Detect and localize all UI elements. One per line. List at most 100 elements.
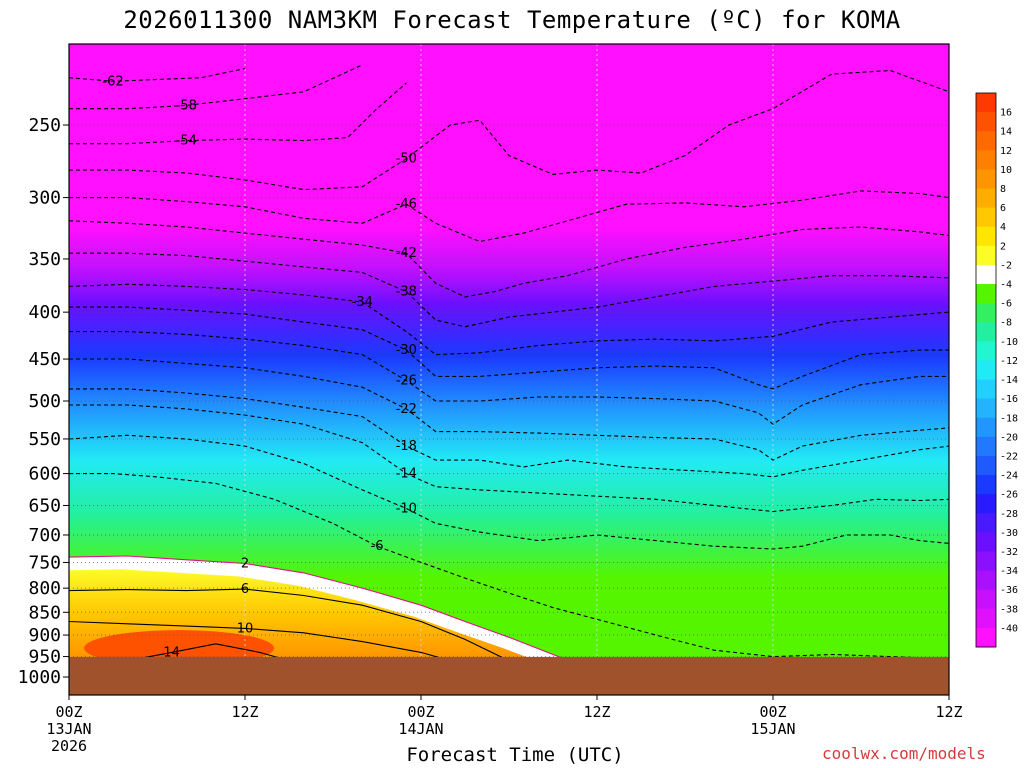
x-tick-label: 12Z <box>583 703 610 721</box>
isotherm-minus38 <box>69 252 949 328</box>
ground-fill <box>69 656 949 695</box>
y-tick-label: 250 <box>28 115 61 136</box>
y-tick-label: 350 <box>28 249 61 270</box>
isotherm-minus14 <box>69 404 949 513</box>
x-tick-label: 00Z <box>759 703 786 721</box>
pressure-axis: 2503003504004505005506006507007508008509… <box>18 115 69 688</box>
contour-label: -54 <box>176 134 197 149</box>
isotherm-minus58 <box>69 64 363 110</box>
colorbar-swatch <box>976 169 996 190</box>
isotherm-contours: -62-58-54-50-46-42-38-34-30-26-22-18-14-… <box>69 64 949 672</box>
y-tick-label: 550 <box>28 429 61 450</box>
colorbar-label: -28 <box>1000 509 1018 520</box>
y-tick-label: 950 <box>28 647 61 668</box>
colorbar-swatch <box>976 341 996 361</box>
colorbar-swatch <box>976 627 996 648</box>
contour-label: -22 <box>396 402 417 417</box>
colorbar-swatch <box>976 455 996 476</box>
isotherm-minus46 <box>69 190 949 243</box>
colorbar-label: -32 <box>1000 547 1018 558</box>
y-tick-label: 1000 <box>18 667 61 688</box>
isotherm-minus18 <box>69 388 949 478</box>
contour-label: -50 <box>396 152 417 167</box>
isotherm-minus54 <box>69 82 407 145</box>
x-tick-label: 00Z <box>55 703 82 721</box>
y-tick-label: 450 <box>28 349 61 370</box>
colorbar-label: -8 <box>1000 318 1012 329</box>
isotherm-minus22 <box>69 358 949 461</box>
isotherm-minus50 <box>69 69 949 191</box>
colorbar-label: 16 <box>1000 108 1012 119</box>
contour-label: -34 <box>352 295 373 310</box>
colorbar-swatch <box>976 398 996 419</box>
x-tick-label: 13JAN <box>46 720 91 738</box>
contour-label: -38 <box>396 285 417 300</box>
ground-surface <box>69 656 949 695</box>
contour-label: -14 <box>396 467 417 482</box>
x-tick-label: 00Z <box>407 703 434 721</box>
site-credit[interactable]: coolwx.com/models <box>822 744 986 763</box>
y-tick-label: 700 <box>28 525 61 546</box>
colorbar-swatch <box>976 284 996 304</box>
y-tick-label: 850 <box>28 602 61 623</box>
y-tick-label: 500 <box>28 391 61 412</box>
colorbar-swatch <box>976 226 996 247</box>
colorbar-swatch <box>976 112 996 132</box>
y-tick-label: 400 <box>28 302 61 323</box>
isotherm-minus6 <box>69 473 949 660</box>
isotherm-2 <box>69 555 598 672</box>
colorbar-swatch <box>976 608 996 629</box>
colorbar-label: -26 <box>1000 490 1018 501</box>
x-tick-label: 15JAN <box>750 720 795 738</box>
colorbar-label: -10 <box>1000 337 1018 348</box>
x-tick-label: 12Z <box>231 703 258 721</box>
colorbar-label: 8 <box>1000 184 1006 195</box>
colorbar-swatch <box>976 360 996 381</box>
colorbar-swatch <box>976 570 996 591</box>
colorbar-legend: 16 14 12 10 8 6 4 2 -2 -4 -6 -8 -10 -12 -14 -16 -18 -20 -2… <box>975 92 1018 648</box>
isotherm-14 <box>127 643 290 662</box>
colorbar-swatch <box>976 188 996 209</box>
contour-label: 14 <box>163 645 180 660</box>
colorbar-label: -36 <box>1000 585 1018 596</box>
colorbar-swatch <box>976 93 996 113</box>
x-tick-label: 2026 <box>51 737 87 755</box>
y-tick-label: 800 <box>28 578 61 599</box>
contour-label: -18 <box>396 439 417 454</box>
x-tick-label: 14JAN <box>398 720 443 738</box>
contour-label: -10 <box>396 502 417 517</box>
contour-label: -26 <box>396 374 417 389</box>
colorbar-frame <box>975 92 997 648</box>
y-tick-label: 900 <box>28 625 61 646</box>
colorbar-label: 6 <box>1000 203 1006 214</box>
contour-label: -42 <box>396 246 417 261</box>
colorbar-label: -12 <box>1000 356 1018 367</box>
contour-label: -58 <box>176 98 197 113</box>
isotherm-minus30 <box>69 306 949 390</box>
y-tick-label: 750 <box>28 552 61 573</box>
colorbar-label: -18 <box>1000 413 1018 424</box>
y-tick-label: 600 <box>28 464 61 485</box>
colorbar-label: -38 <box>1000 604 1018 615</box>
contour-label: 10 <box>237 621 254 636</box>
x-axis-label: Forecast Time (UTC) <box>406 744 624 766</box>
colorbar-swatch <box>976 589 996 610</box>
isotherm-minus26 <box>69 331 949 425</box>
colorbar-label: -24 <box>1000 471 1018 482</box>
colorbar-label: -2 <box>1000 260 1012 271</box>
colorbar-label: -34 <box>1000 566 1018 577</box>
x-tick-label: 12Z <box>935 703 962 721</box>
contour-label: -62 <box>102 74 123 89</box>
colorbar-label: -20 <box>1000 432 1018 443</box>
colorbar-swatch <box>976 207 996 228</box>
temperature-fill-layer <box>69 44 949 695</box>
colorbar-label: 14 <box>1000 127 1012 138</box>
contour-label: -46 <box>396 197 417 212</box>
colorbar-swatch <box>976 417 996 438</box>
colorbar-swatch <box>976 494 996 514</box>
colorbar-label: -30 <box>1000 528 1018 539</box>
colorbar-swatch <box>976 379 996 400</box>
y-tick-label: 300 <box>28 188 61 209</box>
